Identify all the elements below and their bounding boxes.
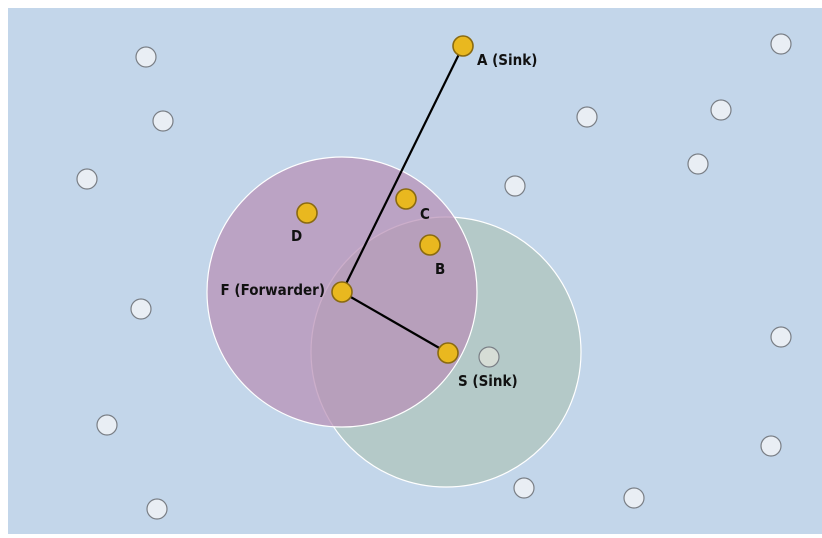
idle-node bbox=[130, 298, 152, 320]
idle-node bbox=[504, 175, 526, 197]
idle-nodes bbox=[76, 33, 792, 520]
link-f-to-s bbox=[341, 291, 449, 354]
idle-node bbox=[135, 46, 157, 68]
label-f: F (Forwarder) bbox=[221, 281, 326, 299]
node-f bbox=[331, 281, 353, 303]
label-d: D bbox=[291, 227, 302, 245]
idle-node bbox=[478, 346, 500, 368]
idle-node bbox=[623, 487, 645, 509]
idle-node bbox=[576, 106, 598, 128]
idle-node bbox=[687, 153, 709, 175]
idle-node bbox=[770, 326, 792, 348]
idle-node bbox=[96, 414, 118, 436]
active-nodes bbox=[296, 35, 474, 364]
idle-node bbox=[146, 498, 168, 520]
idle-node bbox=[710, 99, 732, 121]
label-b: B bbox=[435, 260, 445, 278]
idle-node bbox=[152, 110, 174, 132]
node-b bbox=[419, 234, 441, 256]
node-d bbox=[296, 202, 318, 224]
label-c: C bbox=[420, 205, 430, 223]
idle-node bbox=[76, 168, 98, 190]
link-f-to-a bbox=[341, 45, 464, 293]
node-c bbox=[395, 188, 417, 210]
idle-node bbox=[770, 33, 792, 55]
idle-node bbox=[513, 477, 535, 499]
idle-node bbox=[760, 435, 782, 457]
node-a bbox=[452, 35, 474, 57]
node-s bbox=[437, 342, 459, 364]
label-a: A (Sink) bbox=[477, 51, 537, 69]
label-s: S (Sink) bbox=[458, 372, 518, 390]
